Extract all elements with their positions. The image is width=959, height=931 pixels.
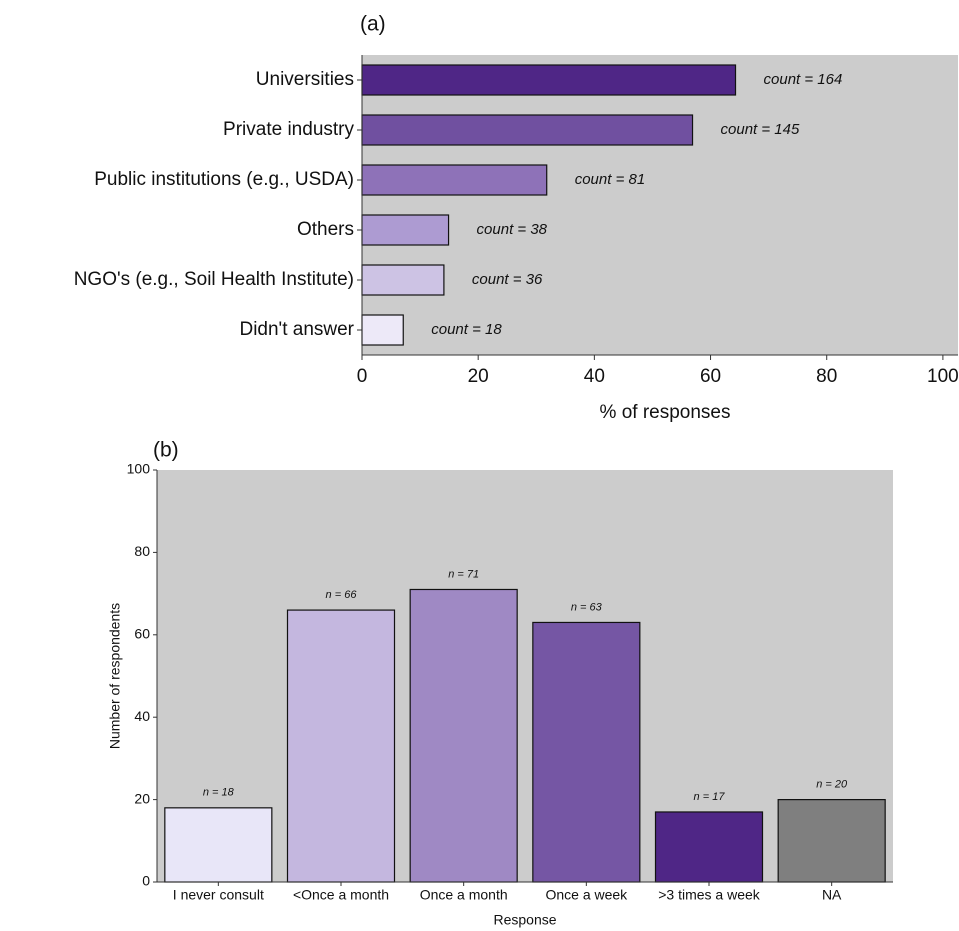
bar — [361, 164, 548, 196]
count-label: count = 18 — [431, 321, 502, 338]
plot-background — [362, 55, 958, 355]
plot-background — [157, 470, 893, 882]
value-label: n = 17 — [694, 791, 726, 803]
bar — [361, 314, 404, 346]
y-axis-label: Number of respondents — [107, 603, 123, 749]
y-tick-label: 80 — [134, 543, 150, 559]
bar — [361, 214, 450, 246]
bar — [361, 264, 445, 296]
bar — [654, 811, 764, 883]
bar — [409, 588, 518, 883]
x-tick-label: >3 times a week — [658, 887, 761, 903]
value-label: n = 20 — [816, 779, 848, 791]
bar — [164, 807, 273, 883]
y-tick-label: NGO's (e.g., Soil Health Institute) — [74, 269, 354, 290]
x-tick-label: <Once a month — [293, 887, 389, 903]
x-tick-label: 40 — [584, 366, 605, 387]
y-tick-label: 60 — [134, 626, 150, 642]
y-tick-label: 20 — [134, 790, 150, 806]
x-tick-label: Once a week — [545, 887, 628, 903]
y-tick-label: Others — [297, 219, 354, 240]
y-tick-label: Private industry — [223, 119, 354, 140]
count-label: count = 145 — [721, 121, 800, 138]
bar — [361, 114, 694, 146]
value-label: n = 63 — [571, 601, 603, 613]
value-label: n = 71 — [448, 568, 479, 580]
x-axis-label: % of responses — [600, 402, 731, 423]
y-tick-label: 0 — [142, 873, 150, 889]
x-tick-label: NA — [822, 887, 842, 903]
count-label: count = 36 — [472, 271, 543, 288]
y-tick-label: Public institutions (e.g., USDA) — [94, 169, 354, 190]
x-tick-label: 0 — [357, 366, 368, 387]
x-tick-label: 60 — [700, 366, 721, 387]
bar — [361, 64, 737, 96]
x-tick-label: 100 — [927, 366, 959, 387]
x-tick-label: Once a month — [420, 887, 508, 903]
bar — [777, 798, 886, 883]
x-tick-label: I never consult — [173, 887, 264, 903]
x-axis-label: Response — [493, 912, 556, 928]
x-tick-label: 80 — [816, 366, 837, 387]
bar — [532, 621, 641, 883]
y-tick-label: 100 — [127, 461, 151, 477]
y-tick-label: Didn't answer — [239, 319, 354, 340]
count-label: count = 164 — [764, 71, 843, 88]
chart-title: (a) — [360, 13, 386, 36]
count-label: count = 81 — [575, 171, 645, 188]
value-label: n = 18 — [203, 787, 235, 799]
bar — [286, 609, 396, 883]
y-tick-label: Universities — [256, 69, 354, 90]
x-tick-label: 20 — [468, 366, 489, 387]
count-label: count = 38 — [477, 221, 548, 238]
value-label: n = 66 — [326, 589, 358, 601]
chart-title: (b) — [153, 439, 179, 462]
y-tick-label: 40 — [134, 708, 150, 724]
